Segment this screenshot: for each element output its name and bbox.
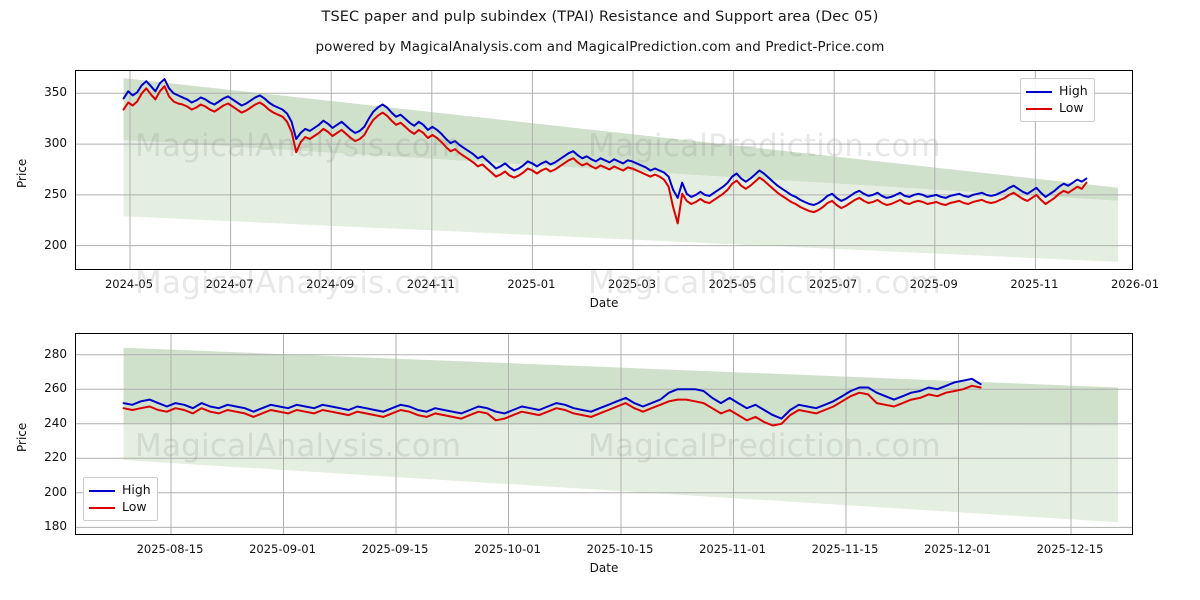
- series-line-high: [122, 377, 982, 420]
- y-tick-label: 220: [44, 450, 67, 465]
- y-tick-label: 250: [44, 186, 67, 201]
- legend-item-low[interactable]: Low: [1026, 100, 1088, 117]
- x-tick-label: 2024-07: [205, 277, 254, 291]
- overview-plot-area: [75, 70, 1133, 270]
- x-tick-label: 2025-09-01: [249, 542, 316, 556]
- x-tick-label: 2025-11: [1010, 277, 1059, 291]
- band-support-area: [123, 140, 1119, 262]
- detail-plot-svg: [76, 334, 1132, 534]
- series-line-low: [122, 384, 982, 427]
- legend-swatch-low: [1026, 107, 1052, 110]
- detail-y-axis-label: Price: [15, 422, 29, 452]
- detail-legend: High Low: [83, 477, 158, 521]
- x-tick-label: 2025-09: [909, 277, 958, 291]
- page-title: TSEC paper and pulp subindex (TPAI) Resi…: [321, 9, 879, 25]
- x-tick-label: 2025-11-15: [811, 542, 879, 556]
- legend-label-low: Low: [1059, 100, 1084, 116]
- y-tick-label: 200: [44, 237, 67, 252]
- x-tick-label: 2026-01: [1110, 277, 1160, 291]
- overview-x-axis-label: Date: [589, 296, 619, 310]
- y-tick-label: 260: [44, 381, 67, 396]
- y-tick-label: 300: [44, 136, 67, 151]
- x-tick-label: 2025-10-01: [474, 542, 541, 556]
- y-tick-label: 180: [44, 519, 67, 534]
- x-tick-label: 2024-11: [406, 277, 455, 291]
- legend-item-low[interactable]: Low: [89, 499, 151, 516]
- x-tick-label: 2025-12-15: [1036, 542, 1104, 556]
- legend-label-high: High: [122, 482, 151, 498]
- legend-swatch-low: [89, 506, 115, 509]
- legend-item-high[interactable]: High: [89, 482, 151, 499]
- page-subtitle: powered by MagicalAnalysis.com and Magic…: [315, 39, 885, 55]
- y-tick-label: 350: [44, 85, 67, 100]
- legend-label-high: High: [1059, 83, 1088, 99]
- series-line-high: [122, 78, 1088, 206]
- x-tick-label: 2025-11-01: [699, 542, 766, 556]
- overview-legend: High Low: [1020, 78, 1095, 122]
- series-line-low: [122, 85, 1088, 225]
- x-tick-label: 2025-05: [708, 277, 757, 291]
- legend-label-low: Low: [122, 499, 147, 515]
- x-tick-label: 2025-10-15: [586, 542, 654, 556]
- detail-x-axis-label: Date: [589, 561, 619, 575]
- legend-swatch-high: [89, 489, 115, 492]
- legend-item-high[interactable]: High: [1026, 83, 1088, 100]
- x-tick-label: 2024-09: [306, 277, 355, 291]
- detail-plot-area: [75, 333, 1133, 535]
- y-tick-label: 240: [44, 415, 67, 430]
- y-tick-label: 200: [44, 484, 67, 499]
- title-block: TSEC paper and pulp subindex (TPAI) Resi…: [0, 0, 1200, 55]
- y-tick-label: 280: [44, 346, 67, 361]
- x-tick-label: 2025-01: [507, 277, 556, 291]
- legend-swatch-high: [1026, 90, 1052, 93]
- x-tick-label: 2025-09-15: [361, 542, 429, 556]
- x-tick-label: 2025-03: [607, 277, 657, 291]
- x-tick-label: 2025-07: [809, 277, 858, 291]
- x-tick-label: 2024-05: [104, 277, 154, 291]
- x-tick-label: 2025-08-15: [136, 542, 204, 556]
- x-tick-label: 2025-12-01: [924, 542, 991, 556]
- band-resistance-area: [123, 78, 1119, 201]
